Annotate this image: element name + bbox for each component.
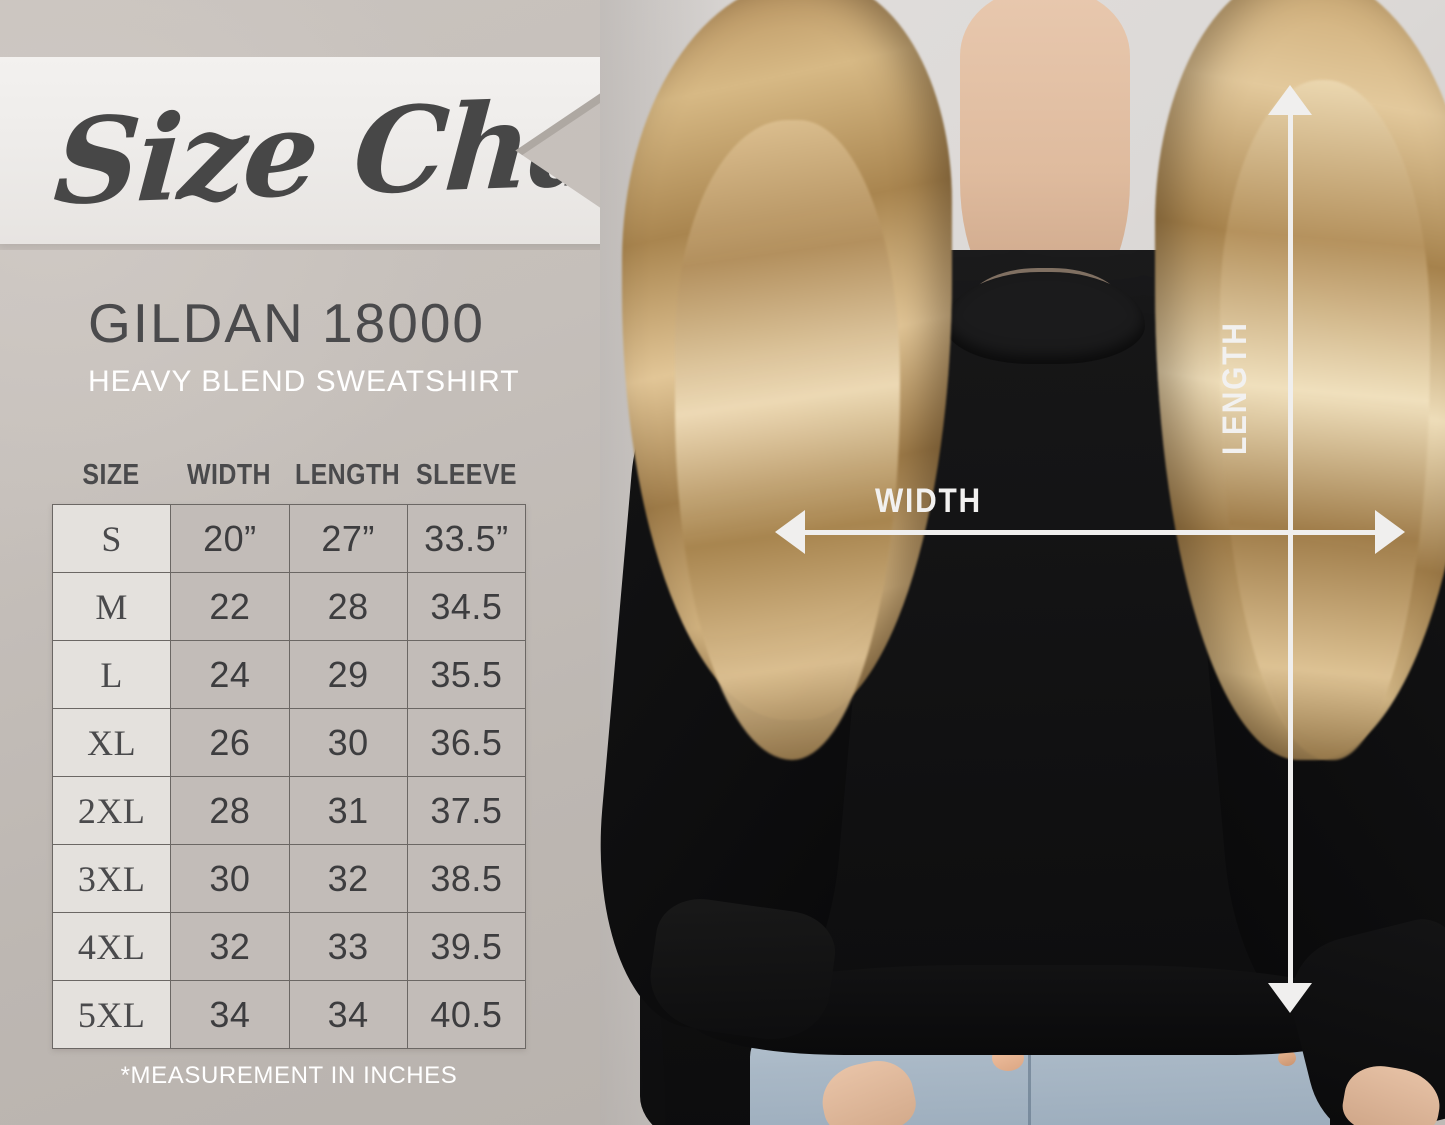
column-header-width: WIDTH [187, 458, 271, 491]
model-hair-right-strand [1220, 80, 1430, 760]
table-row: L 24 29 35.5 [51, 640, 527, 709]
cell-length: 33 [288, 912, 408, 981]
size-table: S 20” 27” 33.5” M 22 28 34.5 L 24 29 35.… [51, 504, 527, 1049]
cell-length: 29 [288, 640, 408, 709]
cell-sleeve: 36.5 [406, 708, 527, 777]
measurement-footnote: *MEASUREMENT IN INCHES [120, 1062, 458, 1089]
table-row: XL 26 30 36.5 [51, 708, 527, 777]
cell-sleeve: 37.5 [406, 776, 527, 845]
cell-width: 26 [170, 708, 290, 777]
width-label: WIDTH [875, 482, 982, 520]
cell-size: 4XL [51, 912, 172, 981]
table-row: 5XL 34 34 40.5 [51, 980, 527, 1049]
cell-length: 32 [288, 844, 408, 913]
banner-ribbon: Size Chart [0, 57, 654, 244]
brand-name: GILDAN 18000 [88, 292, 485, 354]
cell-width: 30 [170, 844, 290, 913]
cell-width: 28 [170, 776, 290, 845]
jeans-rivet [1278, 1050, 1296, 1066]
jeans-seam [1028, 1050, 1031, 1125]
cell-width: 34 [170, 980, 290, 1049]
cell-width: 20” [170, 504, 290, 573]
length-label: LENGTH [1216, 321, 1254, 455]
table-row: 3XL 30 32 38.5 [51, 844, 527, 913]
cell-length: 34 [288, 980, 408, 1049]
cell-sleeve: 35.5 [406, 640, 527, 709]
cell-size: S [51, 504, 172, 573]
cell-length: 27” [288, 504, 408, 573]
model-hair-left-strand [675, 120, 900, 760]
table-row: S 20” 27” 33.5” [51, 504, 527, 573]
size-table-body: S 20” 27” 33.5” M 22 28 34.5 L 24 29 35.… [51, 504, 527, 1049]
cell-width: 22 [170, 572, 290, 641]
table-row: 2XL 28 31 37.5 [51, 776, 527, 845]
cell-size: L [51, 640, 172, 709]
title-banner: Size Chart [0, 57, 660, 250]
brand-block: GILDAN 18000 HEAVY BLEND SWEATSHIRT [88, 296, 520, 397]
cell-width: 24 [170, 640, 290, 709]
cell-sleeve: 34.5 [406, 572, 527, 641]
info-panel: Size Chart GILDAN 18000 HEAVY BLEND SWEA… [0, 0, 660, 1125]
cell-size: M [51, 572, 172, 641]
cell-sleeve: 33.5” [406, 504, 527, 573]
cell-size: XL [51, 708, 172, 777]
column-header-sleeve: SLEEVE [416, 458, 517, 491]
cell-length: 28 [288, 572, 408, 641]
cell-length: 31 [288, 776, 408, 845]
column-header-length: LENGTH [294, 458, 401, 491]
cell-size: 3XL [51, 844, 172, 913]
product-photo: WIDTH LENGTH [600, 0, 1445, 1125]
table-header-row: SIZE WIDTH LENGTH SLEEVE [52, 456, 526, 494]
cell-width: 32 [170, 912, 290, 981]
column-header-size: SIZE [82, 458, 140, 491]
brand-subtitle: HEAVY BLEND SWEATSHIRT [88, 365, 520, 398]
cell-sleeve: 39.5 [406, 912, 527, 981]
cell-size: 2XL [51, 776, 172, 845]
table-row: 4XL 32 33 39.5 [51, 912, 527, 981]
table-row: M 22 28 34.5 [51, 572, 527, 641]
cell-sleeve: 38.5 [406, 844, 527, 913]
cell-size: 5XL [51, 980, 172, 1049]
cell-sleeve: 40.5 [406, 980, 527, 1049]
cell-length: 30 [288, 708, 408, 777]
garment-collar [945, 272, 1145, 364]
